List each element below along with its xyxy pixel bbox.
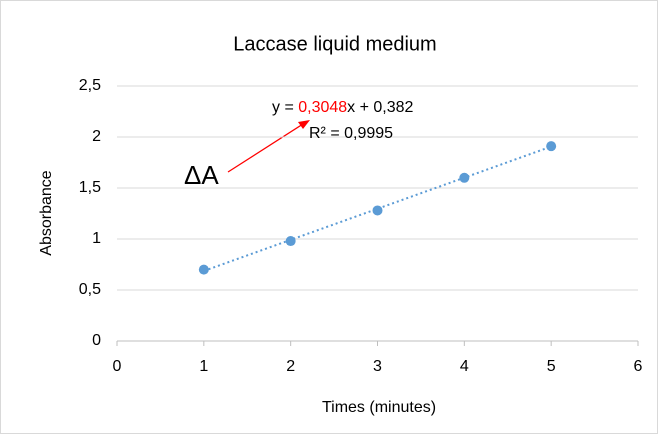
data-point xyxy=(459,172,470,183)
y-tick-label: 0,5 xyxy=(79,281,101,298)
trendline xyxy=(203,145,552,272)
x-tick-label: 3 xyxy=(373,358,382,375)
x-axis-label: Times (minutes) xyxy=(322,399,436,416)
annotation-arrowhead xyxy=(298,120,310,129)
chart-title: Laccase liquid medium xyxy=(233,33,436,55)
y-tick-label: 2,5 xyxy=(79,77,101,94)
data-point xyxy=(372,205,383,216)
x-tick-label: 6 xyxy=(634,358,643,375)
x-tick-label: 5 xyxy=(547,358,556,375)
trendline-equation: y = 0,3048x + 0,382 xyxy=(272,99,414,116)
x-tick-label: 2 xyxy=(286,358,295,375)
y-tick-label: 1 xyxy=(92,230,101,247)
y-axis-label: Absorbance xyxy=(38,170,55,255)
data-point xyxy=(546,141,557,152)
annotation-arrow xyxy=(227,123,304,173)
y-tick-label: 1,5 xyxy=(79,179,101,196)
y-tick-label: 2 xyxy=(92,128,101,145)
equation-prefix: y = xyxy=(272,99,298,116)
r-squared: R² = 0,9995 xyxy=(309,125,393,142)
equation-middle: x + xyxy=(347,99,373,116)
annotation: ΔA xyxy=(184,160,219,190)
equation-intercept: 0,382 xyxy=(373,99,413,116)
x-tick-label: 1 xyxy=(199,358,208,375)
x-tick-label: 0 xyxy=(113,358,122,375)
data-point xyxy=(285,236,296,247)
data-point xyxy=(198,264,209,275)
x-tick-label: 4 xyxy=(460,358,469,375)
y-tick-label: 0 xyxy=(92,332,101,349)
equation-slope: 0,3048 xyxy=(298,99,347,116)
